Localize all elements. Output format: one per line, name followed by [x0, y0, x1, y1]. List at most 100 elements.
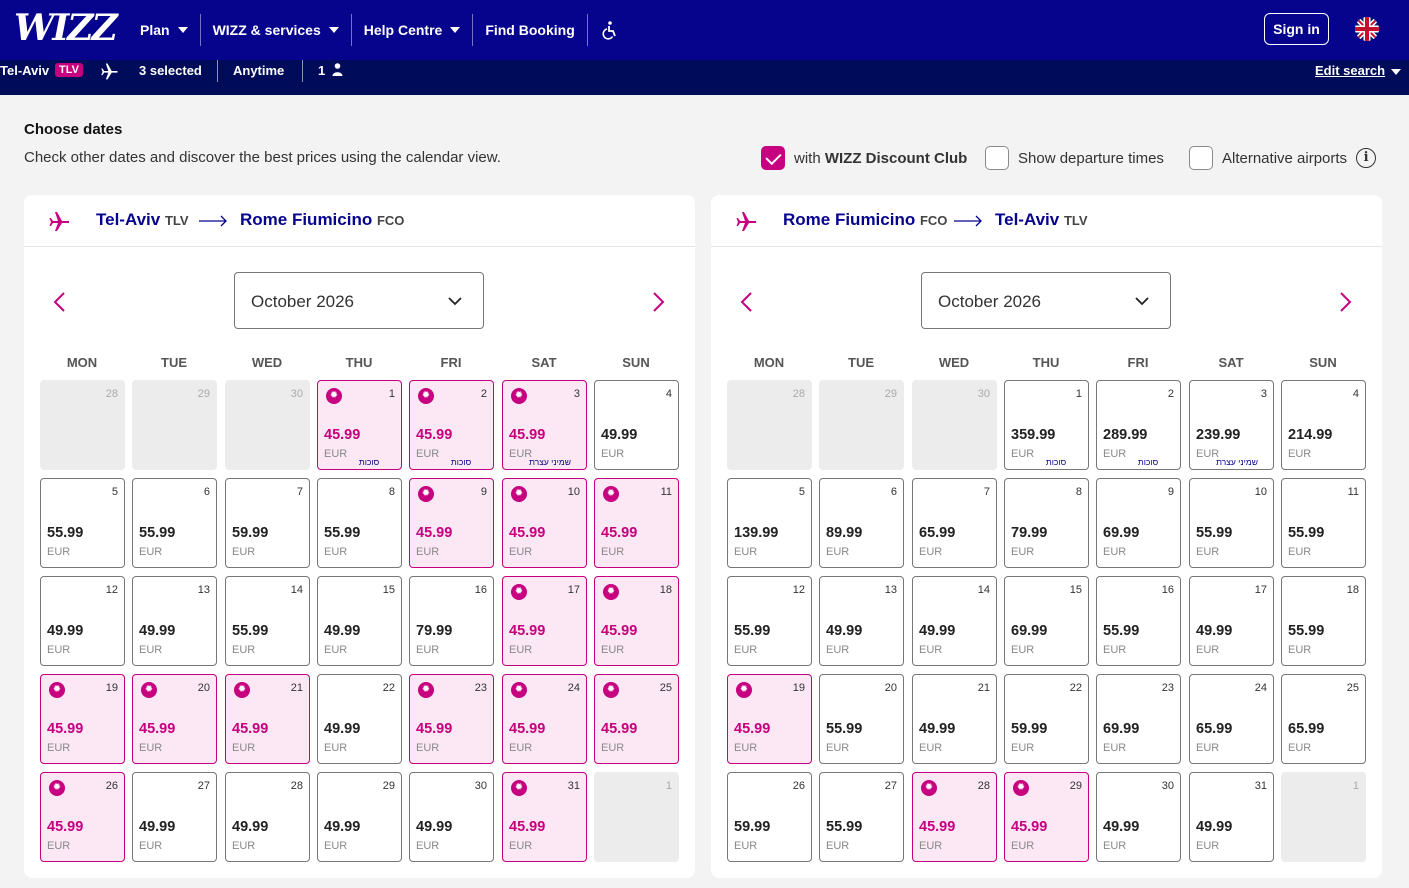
calendar-day[interactable]: 22 49.99 EUR: [317, 674, 402, 764]
nav-find-booking[interactable]: Find Booking: [473, 14, 588, 46]
route-header: Tel-Aviv TLV Rome Fiumicino FCO: [24, 195, 695, 247]
calendar-day[interactable]: 28 ✹ 45.99 EUR: [912, 772, 997, 862]
calendar-day[interactable]: 10 ✹ 45.99 EUR: [502, 478, 587, 568]
calendar-day[interactable]: 20 ✹ 45.99 EUR: [132, 674, 217, 764]
weekday-header: SAT: [531, 355, 557, 370]
alternative-airports-checkbox[interactable]: [1189, 146, 1213, 170]
calendar-day[interactable]: 15 69.99 EUR: [1004, 576, 1089, 666]
passengers-summary[interactable]: 1: [318, 63, 343, 78]
day-price: 139.99: [734, 525, 779, 541]
calendar-day[interactable]: 17 ✹ 45.99 EUR: [502, 576, 587, 666]
calendar-day[interactable]: 24 ✹ 45.99 EUR: [502, 674, 587, 764]
calendar-day[interactable]: 14 55.99 EUR: [225, 576, 310, 666]
calendar-day[interactable]: 18 ✹ 45.99 EUR: [594, 576, 679, 666]
calendar-day[interactable]: 21 49.99 EUR: [912, 674, 997, 764]
calendar-day[interactable]: 16 79.99 EUR: [409, 576, 494, 666]
calendar-day[interactable]: 16 55.99 EUR: [1096, 576, 1181, 666]
calendar-day[interactable]: 25 ✹ 45.99 EUR: [594, 674, 679, 764]
chevron-down-icon: [450, 27, 461, 33]
calendar-day[interactable]: 30 49.99 EUR: [1096, 772, 1181, 862]
sign-in-button[interactable]: Sign in: [1264, 13, 1329, 45]
day-price: 65.99: [919, 525, 956, 541]
calendar-day[interactable]: 12 49.99 EUR: [40, 576, 125, 666]
calendar-day[interactable]: 10 55.99 EUR: [1189, 478, 1274, 568]
calendar-day[interactable]: 15 49.99 EUR: [317, 576, 402, 666]
calendar-day[interactable]: 5 55.99 EUR: [40, 478, 125, 568]
calendar-day[interactable]: 13 49.99 EUR: [132, 576, 217, 666]
chevron-down-icon[interactable]: [1391, 69, 1401, 75]
nav-wizz-services[interactable]: WIZZ & services: [201, 14, 352, 46]
search-summary-bar: Tel-Aviv TLV 3 selected Anytime 1 Edit s…: [0, 60, 1409, 95]
calendar-day[interactable]: 3 239.99 EUR שמיני עצרת: [1189, 380, 1274, 470]
discount-club-option[interactable]: with WIZZ Discount Club: [761, 146, 967, 170]
calendar-day[interactable]: 17 49.99 EUR: [1189, 576, 1274, 666]
calendar-day[interactable]: 14 49.99 EUR: [912, 576, 997, 666]
departure-times-option[interactable]: Show departure times: [985, 146, 1164, 170]
alternative-airports-option[interactable]: Alternative airports i: [1189, 146, 1377, 170]
calendar-day[interactable]: 1 359.99 EUR סוכות: [1004, 380, 1089, 470]
month-select[interactable]: October 2026: [234, 272, 484, 329]
calendar-day[interactable]: 9 69.99 EUR: [1096, 478, 1181, 568]
day-number: 30: [1161, 780, 1174, 792]
arrow-right-icon: [954, 215, 982, 227]
calendar-day[interactable]: 28 49.99 EUR: [225, 772, 310, 862]
calendar-day[interactable]: 6 55.99 EUR: [132, 478, 217, 568]
calendar-day[interactable]: 19 ✹ 45.99 EUR: [727, 674, 812, 764]
calendar-day[interactable]: 8 55.99 EUR: [317, 478, 402, 568]
calendar-day[interactable]: 5 139.99 EUR: [727, 478, 812, 568]
info-icon[interactable]: i: [1356, 148, 1377, 168]
calendar-day[interactable]: 2 ✹ 45.99 EUR סוכות: [409, 380, 494, 470]
discount-club-checkbox[interactable]: [761, 146, 785, 170]
calendar-day[interactable]: 27 55.99 EUR: [819, 772, 904, 862]
calendar-day[interactable]: 7 65.99 EUR: [912, 478, 997, 568]
day-price: 55.99: [324, 525, 361, 541]
next-month-chevron-right-icon[interactable]: [650, 291, 666, 313]
prev-month-chevron-left-icon[interactable]: [52, 291, 68, 313]
return-calendar-panel: Rome Fiumicino FCO Tel-Aviv TLV October 20…: [711, 195, 1382, 878]
accessibility-button[interactable]: [588, 14, 632, 46]
calendar-day[interactable]: 31 49.99 EUR: [1189, 772, 1274, 862]
calendar-day[interactable]: 26 ✹ 45.99 EUR: [40, 772, 125, 862]
calendar-day[interactable]: 20 55.99 EUR: [819, 674, 904, 764]
wizz-logo[interactable]: WIZZ: [14, 7, 118, 49]
calendar-day[interactable]: 25 65.99 EUR: [1281, 674, 1366, 764]
prev-month-chevron-left-icon[interactable]: [739, 291, 755, 313]
calendar-day[interactable]: 22 59.99 EUR: [1004, 674, 1089, 764]
price-currency: EUR: [1011, 840, 1035, 852]
calendar-day[interactable]: 4 49.99 EUR: [594, 380, 679, 470]
calendar-day[interactable]: 29 ✹ 45.99 EUR: [1004, 772, 1089, 862]
calendar-day[interactable]: 24 65.99 EUR: [1189, 674, 1274, 764]
calendar-day[interactable]: 30 49.99 EUR: [409, 772, 494, 862]
next-month-chevron-right-icon[interactable]: [1337, 291, 1353, 313]
month-select[interactable]: October 2026: [921, 272, 1171, 329]
calendar-day[interactable]: 11 ✹ 45.99 EUR: [594, 478, 679, 568]
calendar-day[interactable]: 21 ✹ 45.99 EUR: [225, 674, 310, 764]
calendar-day[interactable]: 9 ✹ 45.99 EUR: [409, 478, 494, 568]
calendar-day[interactable]: 1 ✹ 45.99 EUR סוכות: [317, 380, 402, 470]
calendar-day[interactable]: 26 59.99 EUR: [727, 772, 812, 862]
edit-search-link[interactable]: Edit search: [1315, 63, 1386, 78]
calendar-day[interactable]: 31 ✹ 45.99 EUR: [502, 772, 587, 862]
calendar-day[interactable]: 18 55.99 EUR: [1281, 576, 1366, 666]
calendar-day[interactable]: 2 289.99 EUR סוכות: [1096, 380, 1181, 470]
departure-times-checkbox[interactable]: [985, 146, 1009, 170]
calendar-day[interactable]: 3 ✹ 45.99 EUR שמיני עצרת: [502, 380, 587, 470]
calendar-day[interactable]: 27 49.99 EUR: [132, 772, 217, 862]
calendar-day[interactable]: 23 69.99 EUR: [1096, 674, 1181, 764]
dates-summary[interactable]: Anytime: [233, 63, 285, 78]
calendar-day[interactable]: 11 55.99 EUR: [1281, 478, 1366, 568]
calendar-day[interactable]: 19 ✹ 45.99 EUR: [40, 674, 125, 764]
calendar-day[interactable]: 7 59.99 EUR: [225, 478, 310, 568]
nav-help-centre[interactable]: Help Centre: [352, 14, 474, 46]
calendar-day[interactable]: 4 214.99 EUR: [1281, 380, 1366, 470]
day-number: 12: [105, 584, 118, 596]
destinations-selected[interactable]: 3 selected: [139, 63, 202, 78]
calendar-day[interactable]: 23 ✹ 45.99 EUR: [409, 674, 494, 764]
nav-plan[interactable]: Plan: [128, 14, 201, 46]
calendar-day[interactable]: 29 49.99 EUR: [317, 772, 402, 862]
calendar-day[interactable]: 6 89.99 EUR: [819, 478, 904, 568]
calendar-day[interactable]: 8 79.99 EUR: [1004, 478, 1089, 568]
uk-flag-icon[interactable]: [1355, 17, 1379, 41]
calendar-day[interactable]: 13 49.99 EUR: [819, 576, 904, 666]
calendar-day[interactable]: 12 55.99 EUR: [727, 576, 812, 666]
